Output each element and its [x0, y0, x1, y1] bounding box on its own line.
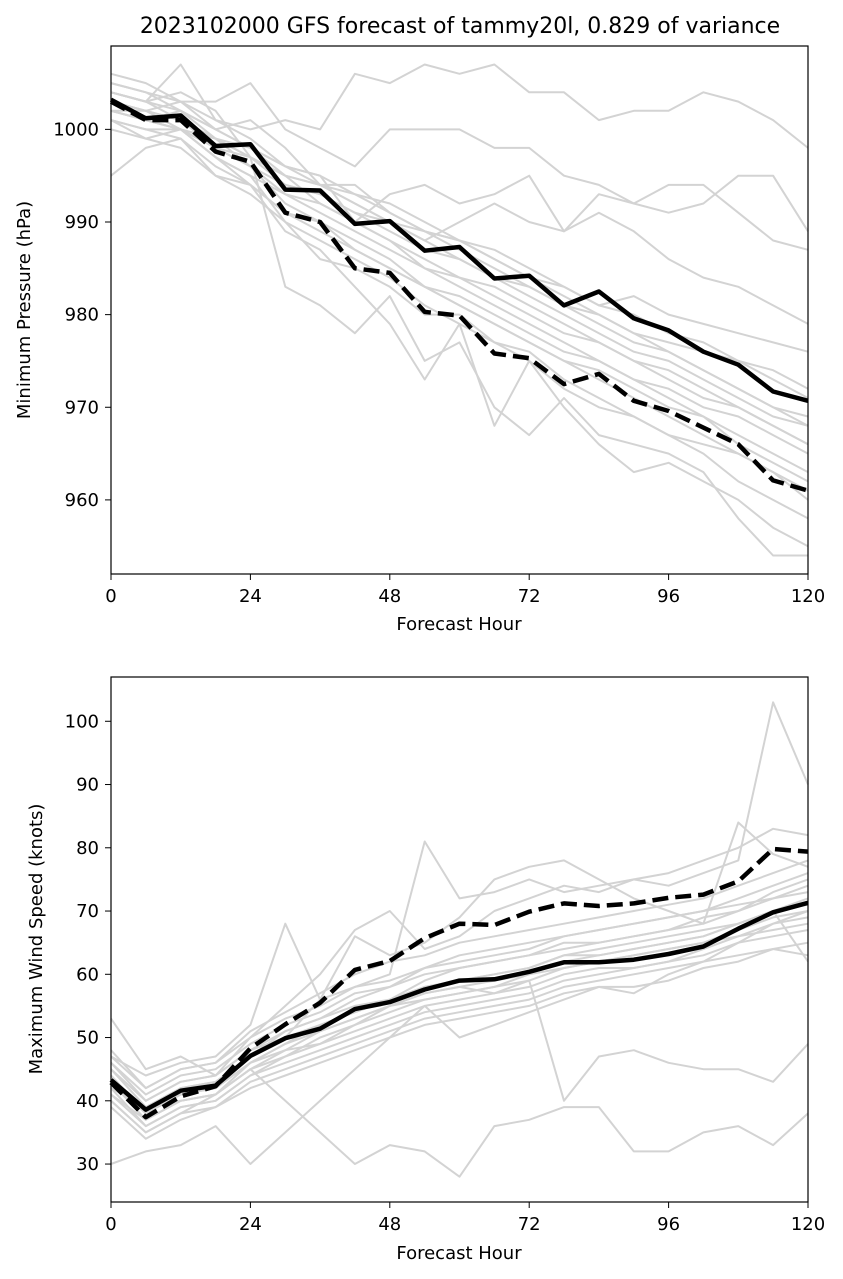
pressure-member-lines: [110, 63, 809, 557]
wind-y-tick-label: 50: [76, 1028, 99, 1049]
wind-member-line-10: [110, 941, 809, 1140]
pressure-y-tick-label: 970: [65, 397, 99, 418]
pressure-plot-frame: [110, 45, 809, 575]
pressure-member-line-1: [110, 63, 809, 149]
wind-y-tick-label: 100: [65, 711, 99, 732]
wind-member-line-5: [110, 827, 809, 1102]
pressure-x-tick-label: 120: [791, 586, 825, 607]
pressure-y-tick-label: 960: [65, 490, 99, 511]
pressure-member-line-9: [110, 109, 809, 483]
pressure-y-ticks: 960 970 980 990 1000: [53, 119, 111, 511]
pressure-y-tick-label: 980: [65, 305, 99, 326]
pressure-x-tick-label: 96: [657, 586, 680, 607]
wind-y-tick-label: 70: [76, 901, 99, 922]
pressure-member-line-11: [110, 119, 809, 455]
wind-y-tick-label: 40: [76, 1091, 99, 1112]
wind-member-line-16: [110, 910, 809, 1128]
pressure-member-line-18: [110, 91, 809, 399]
pressure-y-axis-label: Minimum Pressure (hPa): [14, 201, 35, 419]
pressure-panel: 2023102000 GFS forecast of tammy20l, 0.8…: [14, 14, 825, 635]
pressure-x-ticks: 0 24 48 72 96 120: [105, 574, 825, 607]
wind-y-tick-label: 30: [76, 1154, 99, 1175]
wind-y-tick-label: 60: [76, 964, 99, 985]
wind-member-line-17: [110, 884, 809, 1102]
pressure-main-lines: [109, 97, 809, 493]
wind-x-axis-label: Forecast Hour: [396, 1243, 522, 1264]
pressure-member-line-15: [110, 128, 809, 520]
wind-x-tick-label: 48: [378, 1214, 401, 1235]
pressure-x-tick-label: 24: [239, 586, 262, 607]
wind-member-line-18: [110, 929, 809, 1121]
wind-x-tick-label: 24: [239, 1214, 262, 1235]
pressure-member-line-2: [110, 82, 809, 232]
wind-x-tick-label: 120: [791, 1214, 825, 1235]
wind-member-line-19: [110, 891, 809, 1090]
pressure-x-tick-label: 48: [378, 586, 401, 607]
wind-member-line-2: [110, 910, 809, 1165]
pressure-x-tick-label: 0: [105, 586, 116, 607]
wind-panel: 0 24 48 72 96 120 30 40 50 60 70 80 90 100 Forecast …: [26, 676, 825, 1264]
wind-x-ticks: 0 24 48 72 96 120: [105, 1202, 825, 1235]
pressure-y-tick-label: 990: [65, 212, 99, 233]
pressure-y-tick-label: 1000: [53, 119, 99, 140]
wind-dashed-line: [109, 846, 809, 1120]
pressure-member-line-4: [110, 100, 809, 325]
wind-y-tick-label: 80: [76, 838, 99, 859]
pressure-x-axis-label: Forecast Hour: [396, 614, 522, 635]
wind-y-axis-label: Maximum Wind Speed (knots): [26, 804, 47, 1075]
wind-x-tick-label: 72: [518, 1214, 541, 1235]
pressure-member-line-19: [111, 109, 809, 501]
pressure-x-tick-label: 72: [518, 586, 541, 607]
wind-main-lines: [109, 846, 809, 1120]
wind-member-line-4: [110, 821, 809, 1077]
wind-member-line-13: [110, 859, 809, 1090]
wind-member-line-14: [110, 948, 809, 1134]
wind-y-tick-label: 90: [76, 775, 99, 796]
chart-title: 2023102000 GFS forecast of tammy20l, 0.8…: [140, 14, 780, 39]
wind-x-tick-label: 0: [105, 1214, 116, 1235]
wind-y-ticks: 30 40 50 60 70 80 90 100: [65, 711, 111, 1175]
wind-x-tick-label: 96: [657, 1214, 680, 1235]
wind-plot-frame: [110, 676, 809, 1203]
pressure-solid-line: [109, 97, 809, 403]
